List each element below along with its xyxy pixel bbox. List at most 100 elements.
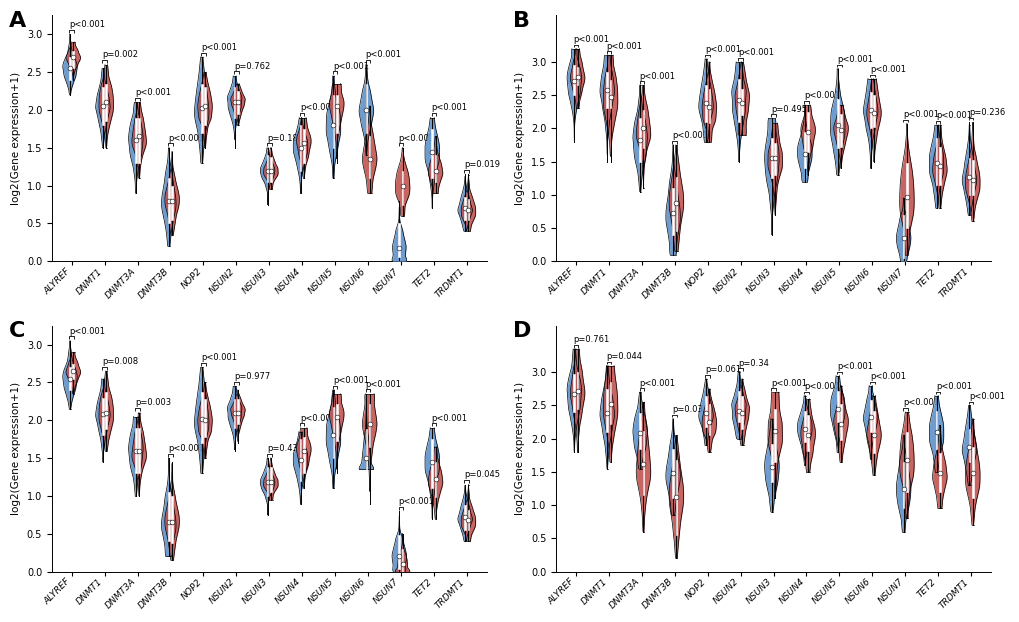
Text: p=0.439: p=0.439 [267, 444, 303, 453]
Point [667, 198, 684, 208]
Point [292, 143, 309, 153]
Point [730, 406, 746, 415]
Point [796, 149, 812, 159]
Bar [335, 95, 337, 132]
Bar [840, 404, 841, 440]
Bar [968, 429, 969, 462]
Point [862, 105, 878, 115]
Bar [365, 83, 367, 132]
Bar [672, 448, 674, 498]
Bar [704, 85, 706, 122]
Point [226, 98, 243, 108]
Bar [642, 430, 644, 495]
Y-axis label: log2(Gene expression+1): log2(Gene expression+1) [11, 72, 21, 205]
Bar [233, 399, 235, 428]
Text: p<0.001: p<0.001 [606, 42, 642, 50]
Point [664, 468, 681, 478]
Bar [639, 414, 640, 448]
Bar [573, 374, 575, 412]
Text: D: D [513, 321, 531, 341]
Point [930, 161, 947, 171]
Text: p<0.001: p<0.001 [837, 362, 872, 371]
Point [194, 414, 210, 424]
Point [833, 419, 849, 429]
Bar [69, 368, 70, 390]
Point [328, 412, 344, 422]
Point [898, 455, 914, 465]
Bar [773, 143, 775, 175]
Bar [902, 462, 904, 508]
Point [259, 477, 275, 487]
Bar [576, 67, 578, 85]
Point [734, 98, 750, 108]
Text: p<0.001: p<0.001 [803, 382, 840, 391]
Bar [236, 91, 238, 114]
Bar [464, 197, 466, 220]
Point [127, 135, 144, 145]
Y-axis label: log2(Gene expression+1): log2(Gene expression+1) [515, 382, 525, 515]
Point [766, 153, 783, 163]
Point [632, 136, 648, 146]
Bar [431, 439, 433, 488]
Bar [267, 467, 268, 496]
Point [865, 430, 881, 440]
Point [361, 154, 377, 164]
Bar [300, 439, 301, 481]
Text: p=0.002: p=0.002 [102, 50, 139, 59]
Text: p<0.001: p<0.001 [869, 372, 905, 381]
Bar [803, 411, 805, 442]
Bar [401, 170, 404, 205]
Point [424, 457, 440, 467]
Bar [609, 80, 610, 108]
Text: p<0.001: p<0.001 [837, 55, 872, 64]
Bar [270, 467, 271, 492]
Text: p<0.001: p<0.001 [573, 35, 609, 44]
Point [358, 105, 374, 115]
Point [833, 126, 849, 136]
Point [862, 412, 878, 422]
Point [98, 408, 114, 418]
Bar [139, 118, 140, 163]
Point [964, 468, 980, 478]
Text: p<0.001: p<0.001 [332, 62, 369, 71]
Text: p<0.001: p<0.001 [69, 20, 105, 29]
Text: B: B [513, 11, 529, 30]
Point [263, 165, 279, 175]
Point [427, 475, 443, 485]
Point [898, 192, 914, 202]
Text: p<0.001: p<0.001 [770, 379, 806, 388]
Bar [398, 223, 399, 258]
Bar [300, 125, 301, 170]
Text: p=0.495: p=0.495 [770, 104, 806, 114]
Bar [201, 83, 203, 132]
Point [390, 243, 407, 253]
Bar [869, 92, 870, 128]
Bar [105, 392, 107, 429]
Bar [576, 373, 578, 409]
Point [799, 127, 815, 137]
Bar [968, 158, 969, 195]
Point [763, 462, 780, 471]
Bar [606, 389, 607, 432]
Point [566, 76, 582, 86]
Point [164, 518, 180, 527]
Point [457, 203, 473, 213]
Point [65, 366, 82, 376]
Point [394, 180, 411, 190]
Bar [738, 391, 739, 422]
Bar [741, 396, 743, 429]
Text: p<0.001: p<0.001 [968, 392, 1004, 401]
Text: C: C [8, 321, 24, 341]
Bar [464, 505, 466, 530]
Bar [102, 87, 104, 125]
Text: p<0.001: p<0.001 [902, 399, 938, 407]
Bar [704, 396, 706, 427]
Text: p<0.001: p<0.001 [300, 414, 335, 422]
Point [164, 196, 180, 206]
Point [697, 409, 713, 419]
Bar [971, 160, 972, 195]
Bar [434, 462, 436, 498]
Bar [467, 509, 469, 530]
Bar [609, 383, 610, 424]
Point [598, 409, 614, 419]
